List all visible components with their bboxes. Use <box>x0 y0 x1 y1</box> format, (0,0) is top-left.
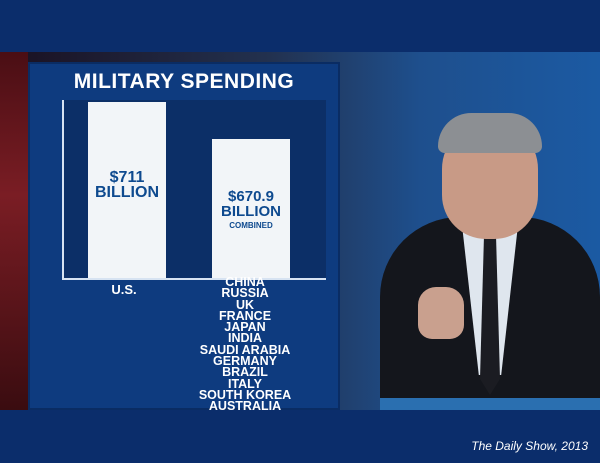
category-us: U.S. <box>111 282 137 297</box>
country-label: UK <box>235 297 255 312</box>
host-hair <box>438 113 542 153</box>
studio-red-strip <box>0 52 28 410</box>
country-label: BRAZIL <box>222 365 268 380</box>
bar-plot-area: $711 BILLION $670.9 BILLION COMBINED <box>62 100 326 280</box>
country-label: CHINA <box>225 275 265 289</box>
country-label: SOUTH KOREA <box>198 387 292 402</box>
bar-us: $711 BILLION <box>88 102 166 278</box>
bar-combined-value-line-1: $670.9 <box>228 188 274 205</box>
bar-combined-value: $670.9 BILLION <box>212 189 290 219</box>
country-label: SAUDI ARABIA <box>199 342 291 357</box>
studio-desk <box>380 398 600 410</box>
bar-us-value-line-1: $711 <box>109 169 145 186</box>
source-caption: The Daily Show, 2013 <box>471 439 588 453</box>
host-tie <box>480 235 500 395</box>
graphic-title: MILITARY SPENDING <box>73 70 295 93</box>
military-spending-graphic: MILITARY SPENDING $711 BILLION $670.9 BI… <box>28 62 340 410</box>
category-country-list: CHINA RUSSIA UK FRANCE JAPAN INDIA SAUDI… <box>180 275 310 410</box>
country-label: JAPAN <box>224 320 266 335</box>
country-label: ITALY <box>227 376 263 391</box>
bar-combined: $670.9 BILLION COMBINED <box>212 139 290 278</box>
country-label: FRANCE <box>218 308 272 323</box>
tv-broadcast-photo: MILITARY SPENDING $711 BILLION $670.9 BI… <box>0 52 600 410</box>
bar-combined-note: COMBINED <box>229 221 273 230</box>
bar-combined-value-line-2: BILLION <box>221 203 281 220</box>
bar-us-value-line-2: BILLION <box>95 184 159 201</box>
country-label: INDIA <box>227 331 263 346</box>
bar-us-value: $711 BILLION <box>88 169 166 201</box>
country-label: RUSSIA <box>221 286 269 301</box>
country-label: AUSTRALIA <box>208 399 282 410</box>
host-raised-hand <box>418 287 464 339</box>
host-figure <box>380 107 600 410</box>
country-label: GERMANY <box>213 354 277 369</box>
